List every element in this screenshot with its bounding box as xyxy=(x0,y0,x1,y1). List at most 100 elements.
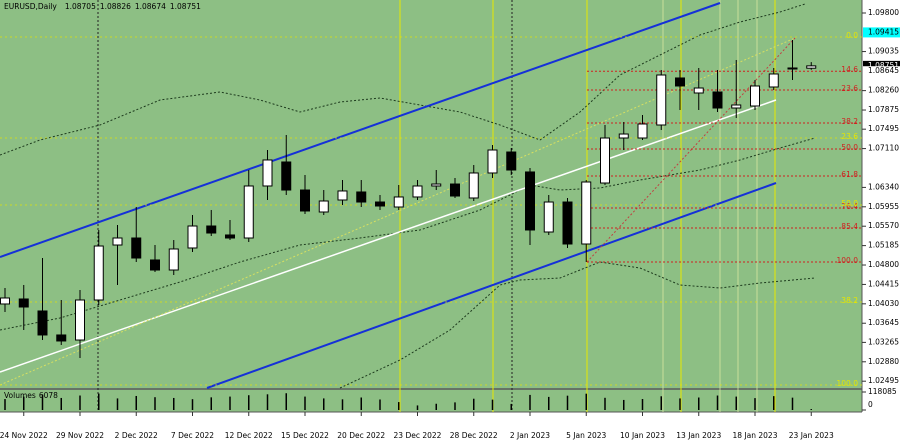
guide-label: 100.0 xyxy=(837,379,859,388)
candle-body xyxy=(693,87,704,94)
y-tick-label: 1.02495 xyxy=(868,376,899,385)
y-tick-label: 1.02880 xyxy=(868,357,899,366)
candle-body xyxy=(656,74,667,126)
candle-body xyxy=(468,172,479,199)
candle-body xyxy=(187,225,198,249)
x-tick-label: 23 Dec 2022 xyxy=(394,431,442,440)
x-tick-label: 12 Dec 2022 xyxy=(225,431,273,440)
channel-lower xyxy=(206,182,777,389)
candle-body xyxy=(356,191,367,203)
header-value: 1.08674 xyxy=(135,2,166,11)
candle-body xyxy=(168,248,179,271)
candle-body xyxy=(487,149,498,174)
vertical-guides-faint xyxy=(662,0,758,412)
header-values: 1.08705 1.08826 1.08674 1.08751 xyxy=(65,2,201,11)
y-tick-label: 1.07875 xyxy=(868,105,899,114)
candle-body xyxy=(0,297,10,305)
bollinger-lower xyxy=(339,261,816,389)
candle-body xyxy=(112,237,123,246)
y-tick-label: 1.03265 xyxy=(868,337,899,346)
price-marker-label: 1.08645 xyxy=(868,66,899,75)
bollinger-upper xyxy=(0,3,806,156)
symbol: EURUSD,Daily xyxy=(4,2,57,11)
plot-background xyxy=(0,0,862,412)
x-tick-label: 29 Nov 2022 xyxy=(56,431,104,440)
candle-body xyxy=(225,234,235,239)
candle-body xyxy=(318,200,329,213)
price-marker-label: 1.08751 xyxy=(868,61,899,70)
candle-body xyxy=(600,137,610,184)
x-tick-label: 28 Dec 2022 xyxy=(450,431,498,440)
x-tick-label: 10 Jan 2023 xyxy=(620,431,665,440)
fibo-label: 76.4 xyxy=(841,202,858,211)
guide-label: 50.0 xyxy=(841,199,858,208)
candle-body xyxy=(56,334,67,342)
y-tick-label: 1.07495 xyxy=(868,124,899,133)
candle-body xyxy=(262,159,273,187)
candle-body xyxy=(768,73,779,88)
candle-body xyxy=(412,185,423,198)
fibo-label: 38.2 xyxy=(841,117,858,126)
candle-body xyxy=(806,65,817,69)
candle-body xyxy=(131,237,142,259)
volume-tick-label: 0 xyxy=(868,400,873,409)
candle-body xyxy=(93,245,104,301)
trend-line xyxy=(0,37,796,386)
regression-line xyxy=(0,99,777,373)
fibo-label: 50.0 xyxy=(841,143,858,152)
y-tick-label: 1.04030 xyxy=(868,299,899,308)
fibo-label: 61.8 xyxy=(841,170,858,179)
period-separators xyxy=(97,0,513,412)
y-tick-label: 1.05955 xyxy=(868,202,899,211)
header-value: 1.08705 xyxy=(65,2,96,11)
candle-body xyxy=(525,171,535,231)
chart-header: EURUSD,Daily 1.08705 1.08826 1.08674 1.08751 xyxy=(4,2,201,11)
x-tick-label: 2 Jan 2023 xyxy=(510,431,550,440)
candle-body xyxy=(375,201,385,207)
header-value: 1.08826 xyxy=(100,2,131,11)
y-tick-label: 1.03645 xyxy=(868,318,899,327)
candle-body xyxy=(581,181,592,245)
fibo-label: 100.0 xyxy=(837,256,859,265)
fibo-label: 85.4 xyxy=(841,222,858,231)
candle-body xyxy=(637,123,648,139)
price-marker xyxy=(863,27,900,38)
candle-body xyxy=(562,201,573,245)
candle-body xyxy=(712,91,723,109)
y-tick-label: 1.06340 xyxy=(868,182,899,191)
fibo-label: 23.6 xyxy=(841,84,858,93)
y-tick-label: 1.05570 xyxy=(868,221,899,230)
volume-title: Volumes 6078 xyxy=(4,391,58,400)
fibo-trend-line xyxy=(586,37,796,263)
candle-body xyxy=(206,225,217,234)
x-tick-label: 18 Jan 2023 xyxy=(733,431,778,440)
y-tick-label: 1.05185 xyxy=(868,241,899,250)
volume-title-text: Volumes xyxy=(4,391,36,400)
candle-body xyxy=(393,196,404,208)
y-tick-label: 1.04415 xyxy=(868,279,899,288)
channel-upper xyxy=(0,2,721,258)
x-tick-label: 23 Jan 2023 xyxy=(789,431,834,440)
bollinger-middle xyxy=(0,137,816,331)
y-tick-label: 1.09800 xyxy=(868,8,899,17)
volume-tick-label: 118085 xyxy=(868,387,897,396)
price-marker-label: 1.09415 xyxy=(868,27,899,36)
candle-body xyxy=(337,190,348,201)
candle-body xyxy=(450,183,460,197)
guide-label: 23.6 xyxy=(841,132,858,141)
candle-body xyxy=(675,77,685,87)
y-tick-label: 1.09035 xyxy=(868,47,899,56)
candle-body xyxy=(787,67,798,70)
fibo-label: 14.6 xyxy=(841,65,858,74)
candle-body xyxy=(18,298,29,308)
price-marker xyxy=(863,60,900,71)
volume-last: 6078 xyxy=(39,391,58,400)
candle-body xyxy=(243,185,254,239)
y-tick-label: 1.04800 xyxy=(868,260,899,269)
candle-body xyxy=(281,161,292,191)
x-tick-label: 15 Dec 2022 xyxy=(281,431,329,440)
candle-body xyxy=(37,310,48,336)
price-marker xyxy=(863,66,900,77)
